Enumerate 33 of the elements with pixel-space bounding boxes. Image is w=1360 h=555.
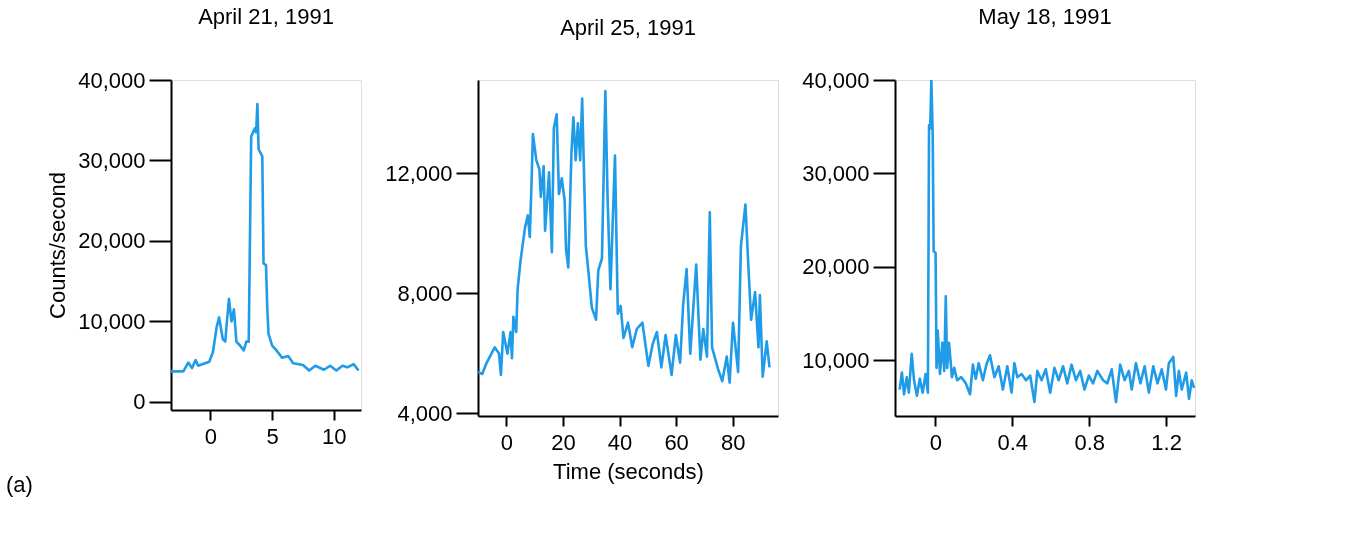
line-series	[478, 89, 771, 384]
x-tick-label: 0.8	[1074, 429, 1106, 455]
x-tick-label: 60	[664, 429, 689, 455]
y-tick-label: 40,000	[78, 67, 146, 93]
line-series	[171, 102, 360, 373]
x-tick-label: 0	[929, 429, 943, 455]
y-tick-label: 20,000	[78, 228, 146, 254]
text: (a)	[6, 472, 33, 497]
x-tick-label: 20	[551, 429, 576, 455]
x-tick-label: 0.4	[997, 429, 1029, 455]
y-tick-label: 10,000	[802, 347, 870, 373]
chart-title: May 18, 1991	[978, 4, 1112, 29]
x-tick-label: 0	[204, 423, 218, 449]
y-axis-title: Counts/second	[45, 172, 71, 319]
x-tick-label: 10	[322, 423, 347, 449]
y-tick-label: 20,000	[802, 254, 870, 280]
x-tick-label: 40	[607, 429, 633, 455]
y-tick-label: 30,000	[78, 147, 146, 173]
chart-title: April 21, 1991	[198, 4, 334, 29]
line-series	[898, 80, 1195, 404]
y-tick-label: 4,000	[397, 400, 453, 426]
x-tick-label: 0	[500, 429, 513, 455]
y-tick-label: 0	[133, 389, 146, 415]
x-tick-label: 5	[266, 423, 279, 449]
chart-title: April 25, 1991	[560, 15, 696, 40]
y-tick-label: 12,000	[385, 160, 453, 186]
x-axis-title: Time (seconds)	[553, 458, 704, 484]
y-tick-label: 30,000	[802, 160, 870, 186]
x-tick-label: 80	[720, 429, 746, 455]
x-tick-label: 1.2	[1151, 429, 1182, 455]
y-tick-label: 8,000	[397, 280, 453, 306]
y-tick-label: 10,000	[78, 308, 146, 334]
y-tick-label: 40,000	[802, 67, 870, 93]
